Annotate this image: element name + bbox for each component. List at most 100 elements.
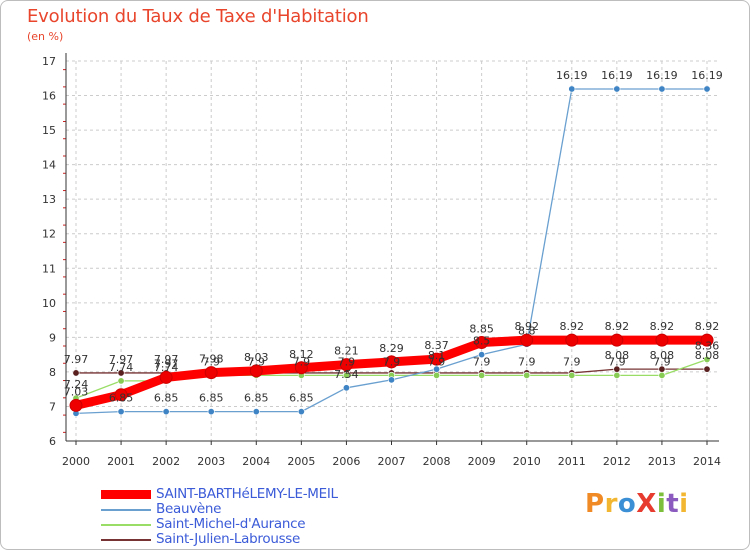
data-label: 6.85	[289, 392, 314, 405]
data-point	[117, 377, 125, 385]
data-label: 7.97	[109, 353, 134, 366]
legend-label: Saint-Michel-d'Aurance	[156, 516, 306, 532]
data-point	[114, 388, 128, 402]
data-label: 7.9	[608, 355, 626, 368]
data-point	[294, 361, 308, 375]
data-label: 8.92	[650, 320, 675, 333]
x-tick-label: 2004	[242, 455, 270, 468]
data-point	[387, 376, 395, 384]
y-tick-label: 13	[42, 193, 56, 206]
y-tick-label: 10	[42, 297, 56, 310]
y-tick-label: 15	[42, 124, 56, 137]
data-point	[655, 333, 669, 347]
y-tick-label: 7	[49, 400, 56, 413]
data-point	[342, 384, 350, 392]
data-point	[610, 333, 624, 347]
data-label: 7.9	[653, 355, 671, 368]
data-label: 8.29	[379, 342, 404, 355]
data-point	[613, 371, 621, 379]
data-point	[339, 358, 353, 372]
y-tick-label: 11	[42, 262, 56, 275]
data-point	[207, 408, 215, 416]
data-point	[703, 85, 711, 93]
data-label: 8.08	[605, 349, 630, 362]
y-tick-label: 6	[49, 435, 56, 448]
data-label: 6.85	[154, 392, 179, 405]
data-label: 7.24	[64, 378, 89, 391]
data-point	[204, 366, 218, 380]
logo-letter: o	[617, 489, 637, 519]
x-tick-label: 2000	[62, 455, 90, 468]
data-label: 8.03	[244, 351, 269, 364]
data-point	[433, 365, 441, 373]
data-label: 6.85	[109, 392, 134, 405]
data-label: 7.9	[293, 355, 311, 368]
chart-title: Evolution du Taux de Taxe d'Habitation	[27, 6, 369, 27]
data-label: 8.92	[560, 320, 585, 333]
legend-swatch	[101, 490, 151, 499]
data-point	[249, 364, 263, 378]
y-tick-label: 14	[42, 159, 56, 172]
x-tick-label: 2006	[332, 455, 360, 468]
data-label: 8.37	[424, 339, 449, 352]
data-point	[117, 408, 125, 416]
y-tick-label: 17	[42, 55, 56, 68]
data-label: 8.12	[289, 348, 314, 361]
data-point	[658, 371, 666, 379]
data-point	[565, 333, 579, 347]
data-label: 6.85	[199, 392, 224, 405]
data-label: 7.9	[383, 355, 401, 368]
data-point	[117, 369, 125, 377]
data-point	[700, 333, 714, 347]
data-point	[703, 355, 711, 363]
data-label: 8.08	[650, 349, 675, 362]
data-point	[658, 85, 666, 93]
data-point	[478, 371, 486, 379]
legend-label: Beauvène	[156, 501, 222, 517]
data-label: 8.1	[428, 349, 446, 362]
legend-label: SAINT-BARTHéLEMY-LE-MEIL	[156, 486, 338, 502]
data-point	[703, 365, 711, 373]
x-tick-label: 2007	[378, 455, 406, 468]
data-label: 16.19	[646, 69, 678, 82]
data-point	[385, 355, 398, 369]
x-tick-label: 2009	[468, 455, 496, 468]
data-point	[433, 371, 441, 379]
x-tick-label: 2001	[107, 455, 135, 468]
data-point	[523, 371, 531, 379]
data-label: 8.5	[473, 335, 491, 348]
data-point	[568, 371, 576, 379]
data-label: 7.97	[64, 353, 89, 366]
data-point	[478, 351, 486, 359]
data-label: 6.85	[244, 392, 269, 405]
x-tick-label: 2002	[152, 455, 180, 468]
y-tick-label: 12	[42, 228, 56, 241]
data-point	[72, 369, 80, 377]
data-point	[69, 398, 83, 412]
data-point	[159, 370, 173, 384]
x-tick-label: 2011	[558, 455, 586, 468]
data-label: 7.97	[154, 357, 179, 370]
data-label: 7.03	[64, 385, 89, 398]
logo-letter: t	[666, 489, 680, 519]
x-tick-label: 2012	[603, 455, 631, 468]
data-point	[568, 85, 576, 93]
chart-subtitle: (en %)	[27, 30, 64, 43]
x-tick-label: 2008	[423, 455, 451, 468]
x-tick-label: 2003	[197, 455, 225, 468]
data-label: 7.9	[428, 355, 446, 368]
data-label: 16.19	[601, 69, 633, 82]
data-point	[342, 371, 350, 379]
data-point	[162, 408, 170, 416]
data-label: 7.98	[199, 353, 224, 366]
data-label: 7.9	[248, 355, 266, 368]
data-point	[297, 408, 305, 416]
logo-letter: i	[656, 489, 667, 519]
data-label: 8.92	[605, 320, 630, 333]
data-label: 8.08	[695, 349, 720, 362]
data-label: 7.74	[109, 361, 134, 374]
x-tick-label: 2013	[648, 455, 676, 468]
data-label: 7.9	[563, 355, 581, 368]
legend-swatch	[101, 524, 151, 526]
